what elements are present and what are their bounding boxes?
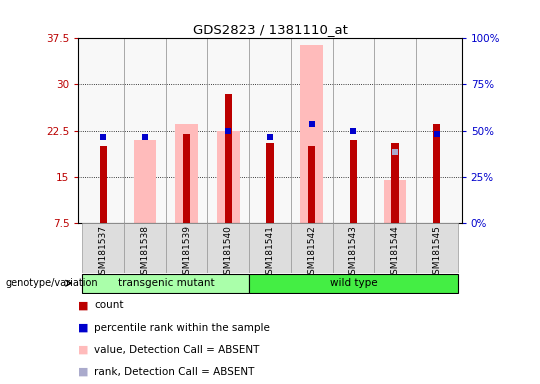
Text: genotype/variation: genotype/variation — [5, 278, 98, 288]
Text: ■: ■ — [78, 300, 89, 310]
Text: rank, Detection Call = ABSENT: rank, Detection Call = ABSENT — [94, 367, 255, 377]
Bar — [308, 146, 315, 223]
Text: GSM181543: GSM181543 — [349, 225, 358, 280]
Bar — [374, 223, 416, 273]
Text: GSM181541: GSM181541 — [266, 225, 274, 280]
Text: count: count — [94, 300, 124, 310]
Bar — [349, 140, 357, 223]
Text: GSM181539: GSM181539 — [182, 225, 191, 280]
Bar — [333, 223, 374, 273]
Bar — [217, 131, 240, 223]
Text: wild type: wild type — [329, 278, 377, 288]
Text: GSM181545: GSM181545 — [432, 225, 441, 280]
Bar — [99, 146, 107, 223]
Text: ■: ■ — [78, 323, 89, 333]
Bar — [383, 180, 407, 223]
Title: GDS2823 / 1381110_at: GDS2823 / 1381110_at — [193, 23, 347, 36]
Bar — [225, 94, 232, 223]
Bar — [133, 140, 157, 223]
Bar — [249, 274, 457, 293]
Text: ■: ■ — [78, 367, 89, 377]
Text: transgenic mutant: transgenic mutant — [118, 278, 214, 288]
Text: GSM181542: GSM181542 — [307, 225, 316, 280]
Bar — [183, 134, 191, 223]
Text: GSM181537: GSM181537 — [99, 225, 108, 280]
Bar — [166, 223, 207, 273]
Text: ■: ■ — [78, 345, 89, 355]
Bar — [83, 223, 124, 273]
Text: GSM181544: GSM181544 — [390, 225, 400, 280]
Text: GSM181540: GSM181540 — [224, 225, 233, 280]
Bar — [416, 223, 457, 273]
Bar — [249, 223, 291, 273]
Bar — [207, 223, 249, 273]
Bar — [175, 124, 198, 223]
Bar — [300, 45, 323, 223]
Bar — [124, 223, 166, 273]
Text: percentile rank within the sample: percentile rank within the sample — [94, 323, 271, 333]
Bar — [266, 143, 274, 223]
Bar — [83, 274, 249, 293]
Text: value, Detection Call = ABSENT: value, Detection Call = ABSENT — [94, 345, 260, 355]
Text: GSM181538: GSM181538 — [140, 225, 150, 280]
Bar — [392, 143, 399, 223]
Bar — [433, 124, 441, 223]
Bar — [291, 223, 333, 273]
